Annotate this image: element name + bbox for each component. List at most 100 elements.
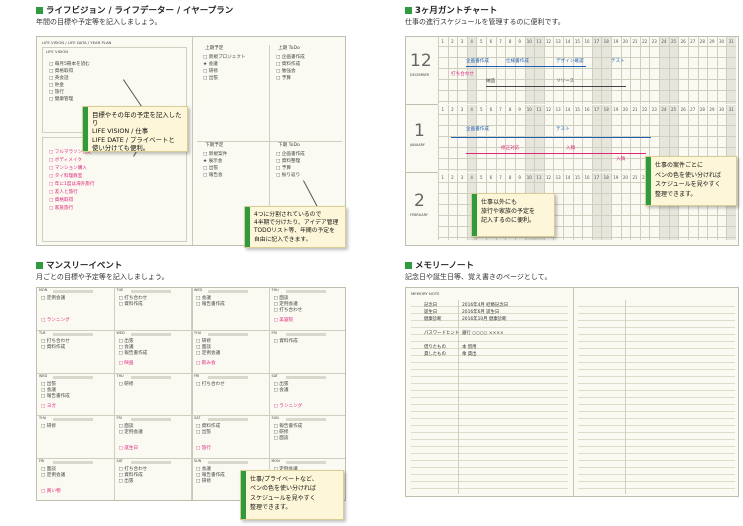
- day-number: 23: [651, 107, 657, 112]
- day-number: 30: [719, 107, 725, 112]
- memory-label: 貸したもの: [424, 352, 446, 357]
- grid-line: [726, 173, 728, 240]
- day-number: 16: [584, 175, 590, 180]
- calendar-cell: WED □ 会議 □ 報告書作成: [192, 288, 270, 331]
- cell-header-bar: [53, 290, 93, 293]
- weekend-shade: [726, 37, 736, 104]
- event-item: □ 報告書作成: [196, 473, 225, 479]
- weekend-shade: [726, 105, 736, 172]
- callout-accent: [241, 471, 246, 519]
- grid-line: [687, 105, 689, 172]
- day-number: 13: [555, 39, 561, 44]
- grid-line: [697, 37, 699, 104]
- gantt-task: デザイン確認: [556, 59, 584, 64]
- grid-line: [707, 37, 709, 104]
- grid-line: [514, 37, 516, 104]
- grid-row-line: [438, 237, 736, 238]
- ruled-lines: [578, 300, 735, 494]
- spine: [192, 288, 193, 500]
- day-number: 14: [565, 175, 571, 180]
- day-number: 23: [651, 39, 657, 44]
- grid-line: [630, 37, 632, 104]
- cell-header-bar: [53, 418, 93, 422]
- event-item: □ 報告書作成: [273, 424, 303, 430]
- calendar-cell: FRI □ 打ち合わせ: [192, 373, 270, 417]
- cell-header-bar: [130, 375, 171, 379]
- cell-header-bar: [285, 375, 326, 379]
- day-number: 11: [536, 175, 542, 180]
- list-item: □ 家族旅行: [49, 206, 74, 211]
- event-item: □ 出張: [118, 479, 134, 485]
- grid-row-line: [438, 215, 736, 216]
- day-number: 10: [526, 39, 532, 44]
- panel-monthly-events: マンスリーイベント 月ごとの目標や予定等を記入しましょう。 MON □ 定例会議 □…: [36, 259, 346, 523]
- event-item: □ 会議: [41, 387, 56, 393]
- grid-line: [668, 173, 670, 240]
- grid-line: [591, 105, 593, 172]
- list-item: □ 新規プロジェクト: [203, 55, 246, 60]
- grid-line: [524, 105, 526, 172]
- day-number: 28: [699, 107, 705, 112]
- list-item: □ 年に1度は海外旅行: [49, 182, 95, 187]
- event-item: □ 研修: [118, 381, 134, 387]
- event-item: □ ヨガ: [41, 403, 56, 409]
- gantt-task: 入稿: [616, 157, 626, 162]
- event-item: □ 定例会議: [274, 467, 298, 473]
- weekday-label: SAT: [116, 459, 123, 464]
- weekday-label: FRI: [271, 330, 277, 335]
- day-number: 7: [499, 39, 502, 44]
- day-number: 24: [661, 39, 667, 44]
- calendar-cell: TUE □ 打ち合わせ □ 資料作成: [114, 288, 192, 331]
- day-number: 11: [536, 107, 542, 112]
- day-number: 5: [479, 39, 483, 44]
- day-number: 29: [709, 107, 715, 112]
- grid-line: [707, 173, 709, 240]
- day-number: 27: [690, 39, 696, 44]
- gantt-bar: [451, 137, 651, 138]
- column-divider: [625, 300, 626, 494]
- day-number: 24: [661, 107, 667, 112]
- grid-line: [476, 37, 478, 104]
- event-item: □ 買い物: [41, 489, 61, 495]
- cell-header-bar: [130, 332, 171, 336]
- list-item: □ 資料整理: [276, 159, 301, 164]
- day-number: 19: [613, 175, 619, 180]
- grid-line: [457, 105, 459, 172]
- grid-line: [486, 105, 488, 172]
- event-item: □ 定例会議: [196, 350, 221, 356]
- day-number: 16: [584, 39, 590, 44]
- grid-line: [659, 105, 661, 172]
- memory-spread: MEMORY NOTE 記念日 2016年4月 結婚記念日 誕生日 2016年6…: [405, 287, 739, 497]
- calendar-cell: THU □ 研修: [37, 416, 115, 460]
- event-item: □ 面談: [196, 344, 211, 350]
- calendar-cell: WED □ 出張 □ 会議 □ 報告書作成 □ ヨガ: [37, 373, 115, 417]
- calendar-cell: THU □ 面談 □ 定例会議 □ 打ち合わせ □ 美容院: [269, 288, 345, 331]
- day-number: 18: [603, 107, 609, 112]
- cell-header-bar: [130, 418, 171, 422]
- day-number: 1: [441, 39, 445, 44]
- gantt-task: 仕様書作成: [506, 59, 529, 64]
- day-number: 17: [594, 175, 600, 180]
- page-header: MEMORY NOTE: [411, 291, 440, 296]
- day-number: 27: [690, 107, 696, 112]
- weekend-shade: [659, 173, 669, 240]
- grid-row-line: [438, 101, 736, 102]
- grid-line: [649, 173, 651, 240]
- grid-line: [486, 37, 488, 104]
- day-number: 8: [508, 175, 512, 180]
- grid-row-line: [438, 114, 736, 115]
- weekend-shade: [591, 105, 602, 172]
- weekday-label: TUE: [116, 288, 124, 292]
- day-number: 30: [719, 39, 725, 44]
- grid-row-line: [438, 158, 736, 159]
- event-item: □ 映画: [118, 360, 134, 366]
- weekend-shade: [466, 105, 477, 172]
- day-number: 21: [632, 175, 638, 180]
- event-item: □ 報告書作成: [118, 350, 148, 356]
- day-number: 25: [670, 107, 677, 112]
- grid-row-line: [438, 226, 736, 227]
- panel-life-vision: ライフビジョン / ライフデーター / イヤープラン 年間の目標や予定等を記入し…: [36, 4, 346, 254]
- weekday-label: WED: [194, 288, 203, 292]
- callout-note: 目標やその年の予定を記入したり LIFE VISION / 仕事 LIFE DA…: [82, 106, 188, 152]
- memory-label: 記念日: [424, 303, 438, 308]
